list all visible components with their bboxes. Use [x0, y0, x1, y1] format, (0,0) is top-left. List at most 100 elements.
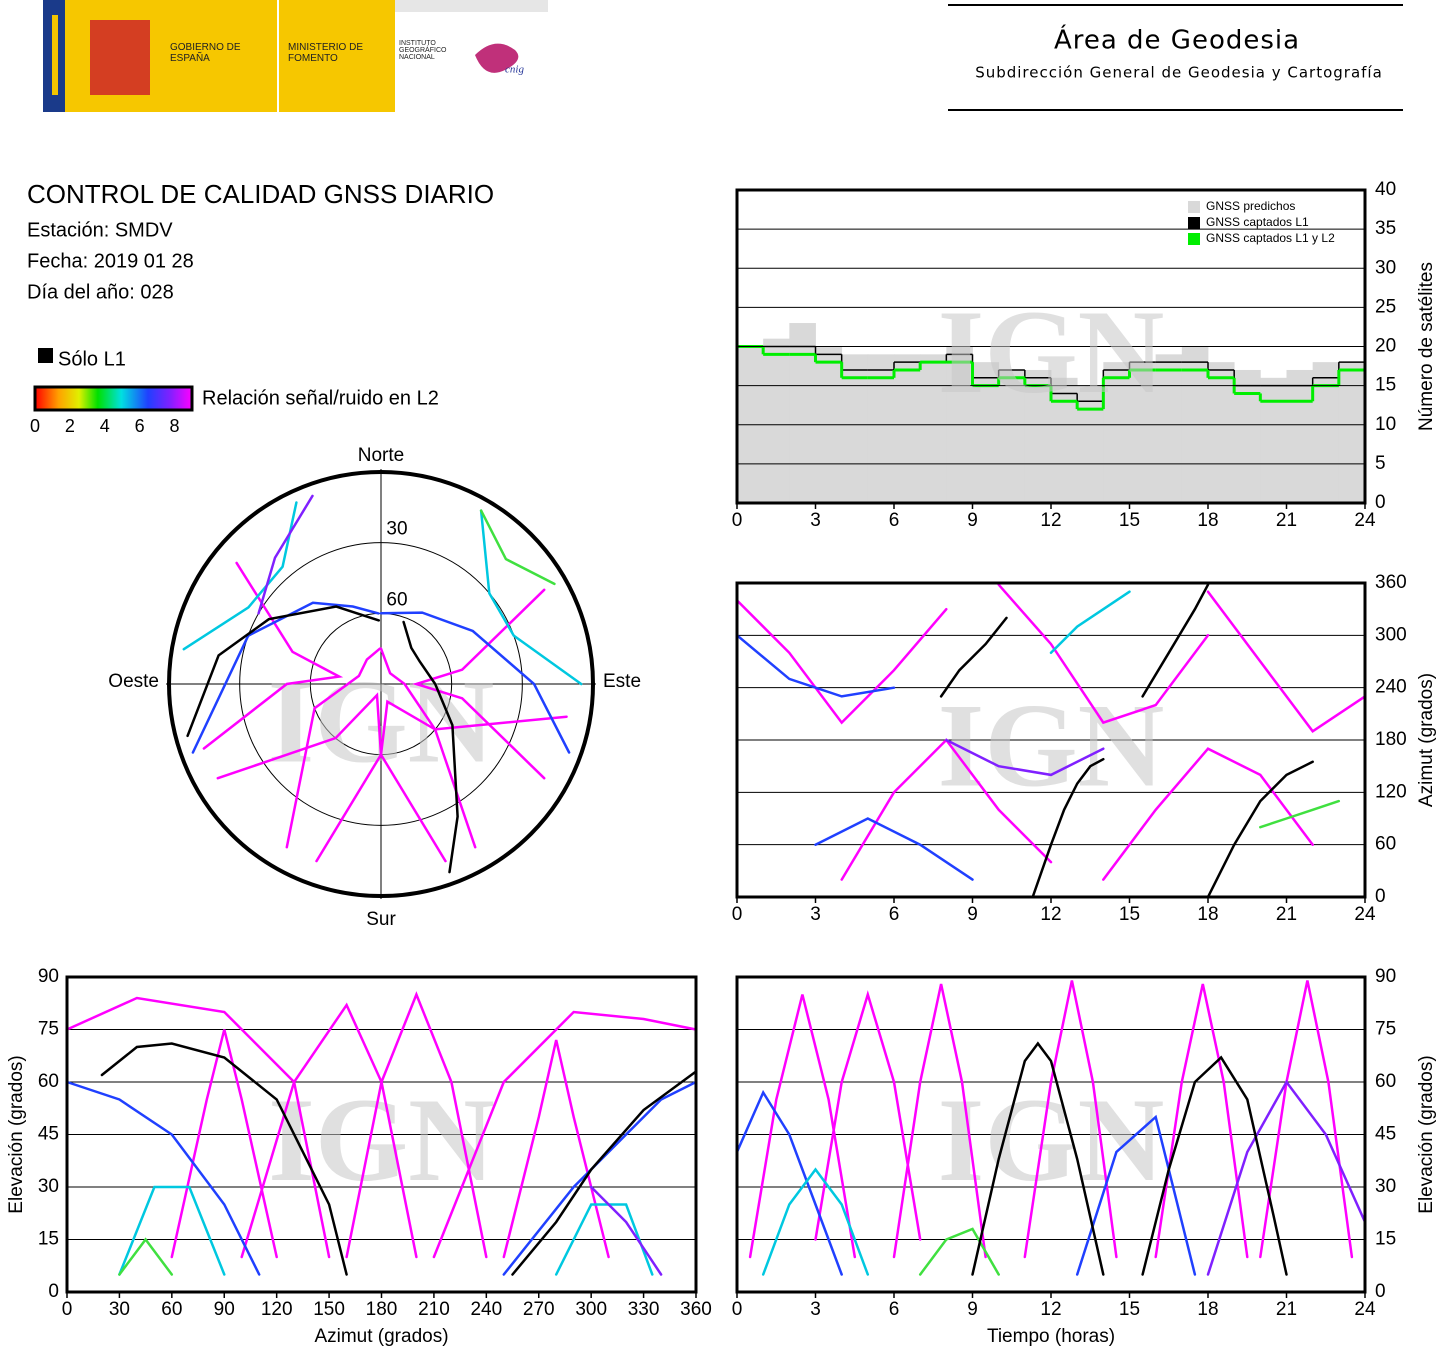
header-logos: GOBIERNO DE ESPAÑA MINISTERIO DE FOMENTO… [43, 0, 548, 112]
y-tick-label: 0 [1375, 492, 1386, 513]
y-tick-label: 75 [1375, 1019, 1396, 1040]
x-tick-label: 18 [1197, 510, 1218, 531]
x-tick-label: 21 [1276, 1299, 1297, 1320]
skyplot: 30 60 IGN Norte Este Sur Oeste [108, 445, 641, 930]
report-title: CONTROL DE CALIDAD GNSS DIARIO [27, 179, 494, 209]
direction-label: Sur [366, 909, 396, 930]
predicted-bar [763, 338, 790, 503]
predicted-bar [1312, 362, 1340, 503]
x-tick-label: 180 [366, 1299, 398, 1320]
direction-label: Oeste [108, 671, 159, 692]
x-tick-label: 9 [967, 1299, 978, 1320]
satellite-track [1141, 1055, 1288, 1276]
plot-frame [735, 581, 1367, 899]
logo-ign-text: INSTITUTO GEOGRÁFICO NACIONAL [399, 40, 447, 61]
y-tick-label: 20 [1375, 336, 1396, 357]
predicted-bar [1260, 377, 1287, 503]
y-tick-label: 0 [48, 1281, 59, 1302]
satellite-track [814, 990, 922, 1241]
predicted-bar [1338, 362, 1366, 503]
x-tick-label: 330 [628, 1299, 660, 1320]
satellite-track [65, 996, 331, 1259]
coat-of-arms [90, 20, 150, 95]
y-tick-label: 180 [1375, 729, 1407, 750]
satellite-track [257, 494, 314, 615]
satellite-track [315, 699, 568, 863]
predicted-bar [789, 323, 816, 503]
satellite-track [285, 647, 382, 849]
satellite-track [735, 599, 948, 725]
y-tick-label: 30 [1375, 1176, 1396, 1197]
snr-tick-label: 2 [65, 416, 75, 436]
predicted-bar [1051, 377, 1078, 503]
satellite-track [814, 817, 974, 881]
date: Fecha: 2019 01 28 [27, 250, 194, 272]
legend-label: GNSS captados L1 y L2 [1206, 231, 1335, 245]
logo-ministerio-text: MINISTERIO DE FOMENTO [288, 42, 364, 64]
satellite-track [1206, 1079, 1367, 1276]
y-tick-label: 60 [1375, 834, 1396, 855]
x-tick-label: 15 [1119, 510, 1140, 531]
predicted-bar [920, 354, 947, 503]
x-axis-title: Azimut (grados) [314, 1326, 448, 1347]
y-tick-label: 40 [1375, 179, 1396, 200]
y-tick-label: 15 [38, 1229, 59, 1250]
x-tick-label: 24 [1354, 904, 1376, 925]
predicted-bar [894, 354, 921, 503]
x-tick-label: 300 [575, 1299, 607, 1320]
satellite-track [1259, 799, 1341, 829]
x-tick-label: 0 [732, 510, 743, 531]
x-tick-label: 60 [161, 1299, 182, 1320]
logo-ign: INSTITUTO GEOGRÁFICO NACIONAL [399, 40, 447, 61]
satellite-track [502, 1039, 610, 1259]
y-axis-title: Azimut (grados) [1416, 673, 1437, 807]
satellite-track [345, 991, 488, 1259]
logo-ministerio-bg [279, 0, 395, 112]
logo-gobierno: GOBIERNO DE ESPAÑA [170, 42, 241, 64]
snr-tick-label: 6 [135, 416, 145, 436]
legend-l1-swatch [38, 348, 53, 363]
satellite-track [1259, 980, 1354, 1259]
snr-tick-label: 0 [30, 416, 40, 436]
x-tick-label: 15 [1119, 904, 1140, 925]
satellite-track [1023, 980, 1118, 1259]
x-tick-label: 0 [62, 1299, 73, 1320]
satellite-track [118, 1185, 226, 1276]
satellite-track [761, 1167, 870, 1276]
satellite-track [945, 738, 1105, 777]
x-tick-label: 24 [1354, 1299, 1376, 1320]
x-tick-label: 6 [889, 904, 900, 925]
y-axis-title: Número de satélites [1416, 262, 1437, 431]
x-tick-label: 18 [1197, 1299, 1218, 1320]
x-tick-label: 3 [810, 1299, 821, 1320]
plot-frame [735, 975, 1367, 1294]
predicted-bar [998, 369, 1026, 503]
x-tick-label: 9 [967, 904, 978, 925]
y-axis-title: Elevación (grados) [6, 1055, 27, 1213]
x-axis-title: Tiempo (horas) [987, 1326, 1115, 1347]
x-tick-label: 3 [810, 904, 821, 925]
plot-frame [735, 188, 1367, 505]
satellite-track [735, 1089, 843, 1276]
watermark: IGN [268, 655, 495, 788]
legend-label: GNSS predichos [1206, 199, 1295, 213]
skyplot-frame [167, 470, 595, 898]
x-tick-label: 9 [967, 510, 978, 531]
flag-stripe [52, 15, 58, 95]
satellite-track [1206, 590, 1367, 733]
satellite-track [186, 605, 381, 738]
satellite-track [479, 509, 583, 686]
y-tick-label: 5 [1375, 453, 1386, 474]
predicted-bar [1024, 369, 1052, 503]
snr-tick-label: 8 [170, 416, 180, 436]
y-axis-title: Elevación (grados) [1416, 1055, 1437, 1213]
x-tick-label: 6 [889, 1299, 900, 1320]
x-tick-label: 15 [1119, 1299, 1140, 1320]
x-tick-label: 30 [109, 1299, 130, 1320]
direction-label: Norte [358, 445, 404, 466]
y-tick-label: 75 [38, 1019, 59, 1040]
x-tick-label: 6 [889, 510, 900, 531]
legend-label: GNSS captados L1 [1206, 215, 1309, 229]
watermark: IGN [268, 1073, 495, 1206]
